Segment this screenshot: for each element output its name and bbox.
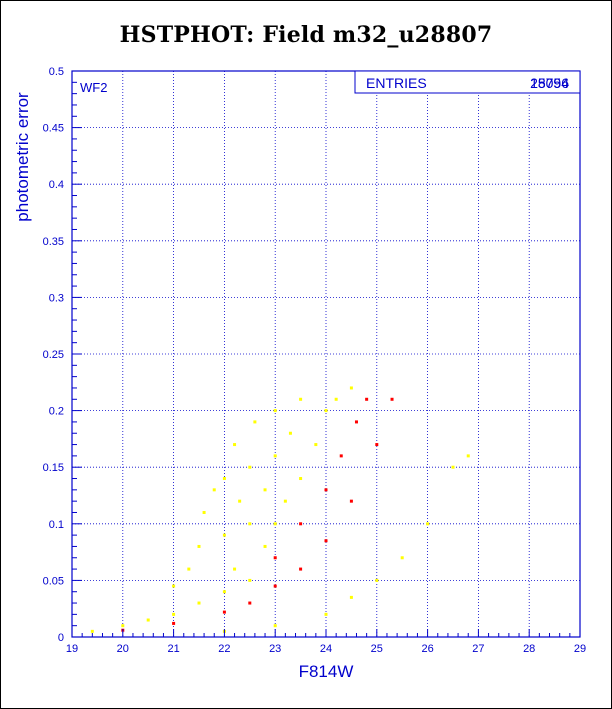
- x-tick-label: 22: [218, 643, 230, 655]
- data-point: [222, 610, 226, 614]
- y-axis-ticks: 0 0.05 0.1 0.15 0.2 0.25 0.3 0.35 0.4 0.45 0.5: [43, 66, 82, 644]
- data-point: [390, 397, 394, 401]
- panel-label: WF2: [80, 80, 107, 95]
- data-point: [212, 488, 216, 492]
- data-point: [339, 454, 343, 458]
- x-tick-label: 23: [269, 643, 281, 655]
- data-point: [263, 488, 267, 492]
- stats-box: ENTRIES 25054 18796: [354, 70, 581, 94]
- data-point: [324, 612, 328, 616]
- data-point: [334, 397, 338, 401]
- x-tick-label: 19: [66, 643, 78, 655]
- data-point: [263, 544, 267, 548]
- data-point: [90, 629, 94, 633]
- y-tick-label: 0.45: [43, 123, 64, 135]
- data-point: [273, 522, 277, 526]
- x-axis-label: F814W: [299, 662, 354, 681]
- x-tick-label: 24: [320, 643, 332, 655]
- x-tick-label: 25: [371, 643, 383, 655]
- y-tick-label: 0.1: [49, 519, 64, 531]
- data-point: [324, 488, 328, 492]
- data-point: [426, 522, 430, 526]
- y-tick-label: 0.35: [43, 236, 64, 248]
- data-point: [222, 590, 226, 594]
- data-point: [233, 567, 237, 571]
- data-point: [324, 539, 328, 543]
- data-point: [222, 533, 226, 537]
- data-point: [288, 431, 292, 435]
- stats-entries-value-front: 18796: [530, 75, 569, 91]
- y-tick-label: 0: [58, 632, 64, 644]
- y-tick-label: 0.2: [49, 406, 64, 418]
- data-point: [146, 618, 150, 622]
- data-point: [248, 601, 252, 605]
- data-point: [400, 556, 404, 560]
- data-point: [299, 397, 303, 401]
- data-point: [349, 386, 353, 390]
- data-point: [375, 443, 379, 447]
- data-point: [248, 465, 252, 469]
- y-tick-label: 0.3: [49, 292, 64, 304]
- x-tick-label: 26: [421, 643, 433, 655]
- data-point: [238, 499, 242, 503]
- data-point: [365, 397, 369, 401]
- data-point: [273, 584, 277, 588]
- series-all-points: [90, 386, 470, 633]
- data-point: [121, 624, 125, 628]
- y-tick-label: 0.05: [43, 575, 64, 587]
- data-point: [314, 443, 318, 447]
- data-point: [273, 556, 277, 560]
- data-point: [466, 454, 470, 458]
- y-tick-label: 0.25: [43, 349, 64, 361]
- data-point: [172, 612, 176, 616]
- data-point: [187, 567, 191, 571]
- data-point: [375, 578, 379, 582]
- data-point: [248, 522, 252, 526]
- data-point: [283, 499, 287, 503]
- data-point: [349, 499, 353, 503]
- data-point: [324, 409, 328, 413]
- y-axis-label: photometric error: [13, 92, 32, 222]
- x-tick-label: 28: [523, 643, 535, 655]
- x-tick-label: 27: [472, 643, 484, 655]
- x-tick-label: 29: [574, 643, 586, 655]
- data-point: [222, 477, 226, 481]
- data-point: [349, 595, 353, 599]
- data-point: [299, 477, 303, 481]
- data-point: [299, 567, 303, 571]
- data-point: [451, 465, 455, 469]
- data-point: [202, 510, 206, 514]
- stats-box-frame: [354, 70, 581, 94]
- data-point: [172, 621, 176, 625]
- data-point: [197, 544, 201, 548]
- data-point: [299, 522, 303, 526]
- x-axis-ticks: 19 20 21 22 23 24 25 26 27 28 29: [66, 629, 586, 655]
- stats-entries-label: ENTRIES: [366, 75, 427, 91]
- data-point: [273, 454, 277, 458]
- chart-title: HSTPHOT: Field m32_u28807: [119, 22, 493, 48]
- x-tick-label: 20: [117, 643, 129, 655]
- y-tick-label: 0.5: [49, 66, 64, 78]
- stats-entries-value-back: 25054: [530, 75, 569, 91]
- x-tick-label: 21: [167, 643, 179, 655]
- data-point: [197, 601, 201, 605]
- y-tick-label: 0.4: [49, 179, 64, 191]
- data-point: [172, 584, 176, 588]
- data-point: [253, 420, 257, 424]
- data-point: [273, 624, 277, 628]
- data-point: [233, 443, 237, 447]
- y-tick-label: 0.15: [43, 462, 64, 474]
- data-point: [354, 420, 358, 424]
- data-point: [248, 578, 252, 582]
- data-point: [273, 409, 277, 413]
